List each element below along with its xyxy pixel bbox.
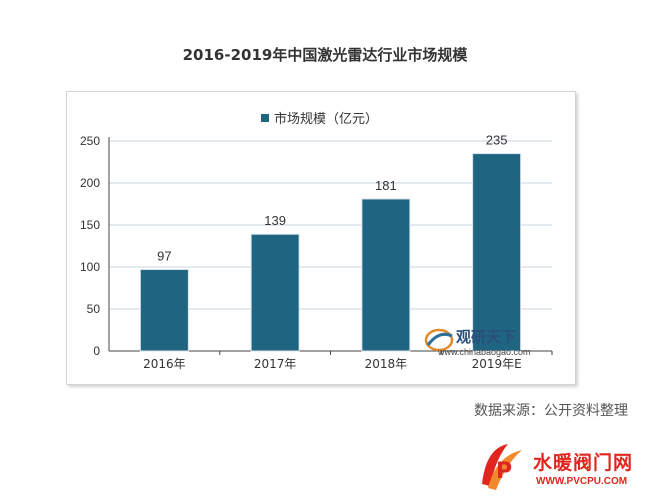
pvcpu-logo-icon: P [482,444,522,490]
y-tick-label: 200 [80,176,100,190]
x-tick-label: 2019年E [472,357,522,371]
data-label: 181 [375,178,397,193]
chart-watermark-text: 观研天下 [456,328,516,346]
data-label: 97 [157,249,171,264]
bar [139,269,189,352]
y-tick-label: 250 [80,134,100,148]
y-tick-label: 150 [80,218,100,232]
bar [361,198,411,352]
source-note: 数据来源：公开资料整理 [474,403,628,419]
x-tick-label: 2018年 [365,357,408,371]
bar [250,233,300,352]
legend-label: 市场规模（亿元） [274,111,378,127]
y-tick-label: 100 [80,260,100,274]
chinabaogao-logo-swoosh-icon [426,332,453,346]
legend-swatch [261,114,269,122]
y-tick-label: 50 [87,302,101,316]
x-tick-label: 2017年 [254,357,297,371]
site-watermark-url: WWW.PVCPU.COM [536,476,628,487]
site-watermark-name: 水暖阀门网 [533,452,634,474]
y-tick-label: 0 [93,344,100,358]
bar-chart: 0 50 100 150 200 250 97 2016年 139 2017年 181 2018年 23… [80,111,553,371]
chinabaogao-logo-icon [424,328,454,352]
chart-frame: 0 50 100 150 200 250 97 2016年 139 2017年 181 2018年 23… [66,91,576,385]
x-tick-label: 2016年 [143,357,186,371]
chart-title: 2016-2019年中国激光雷达行业市场规模 [182,46,468,64]
chart-watermark-url: www.chinabaogao.com [437,347,531,357]
svg-text:P: P [496,459,512,484]
bar [472,153,522,352]
data-label: 235 [486,133,508,148]
data-label: 139 [264,213,286,228]
